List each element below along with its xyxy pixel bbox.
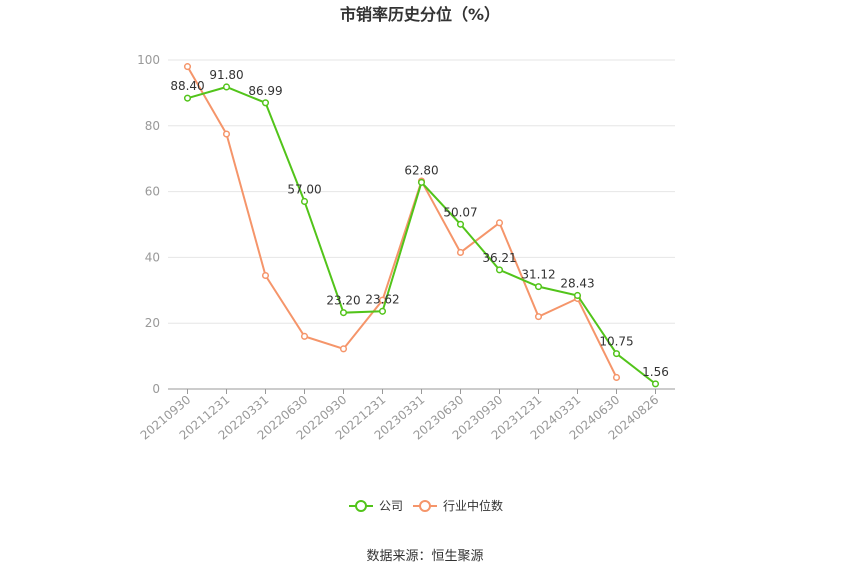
legend-marker-industry xyxy=(419,500,431,512)
data-label: 36.21 xyxy=(482,251,516,265)
data-point-company[interactable] xyxy=(300,197,309,206)
data-point-company[interactable] xyxy=(612,350,621,358)
series-group xyxy=(183,63,660,388)
y-tick-label: 40 xyxy=(145,250,160,264)
data-point-industry[interactable] xyxy=(339,345,348,353)
data-labels: 88.40 91.80 86.99 57.00 23.20 23.62 62.80 50.07… xyxy=(170,68,669,379)
legend-marker-company xyxy=(355,500,367,512)
data-point-industry[interactable] xyxy=(612,373,621,382)
legend-label-company: 公司 xyxy=(379,499,403,513)
data-label: 10.75 xyxy=(599,335,633,349)
data-point-company[interactable] xyxy=(456,220,465,228)
data-point-company[interactable] xyxy=(417,178,426,186)
y-axis: 0 20 40 60 80 100 xyxy=(137,53,160,396)
y-tick-label: 100 xyxy=(137,53,160,67)
y-tick-label: 60 xyxy=(145,185,160,199)
y-tick-label: 20 xyxy=(145,316,160,330)
data-label: 23.62 xyxy=(365,292,399,306)
source-note: 数据来源：恒生聚源 xyxy=(366,549,483,564)
data-label: 91.80 xyxy=(209,68,243,82)
legend: 公司 行业中位数 xyxy=(349,498,503,513)
data-point-industry[interactable] xyxy=(456,248,465,257)
data-point-company[interactable] xyxy=(222,83,231,91)
data-label: 86.99 xyxy=(248,84,282,98)
data-point-industry[interactable] xyxy=(222,130,231,138)
chart-title: 市销率历史分位（%） xyxy=(340,5,500,24)
data-point-industry[interactable] xyxy=(300,332,309,340)
data-label: 50.07 xyxy=(443,205,477,219)
data-label: 57.00 xyxy=(287,182,321,196)
data-label: 31.12 xyxy=(521,268,555,282)
legend-label-industry: 行业中位数 xyxy=(443,498,503,513)
data-point-company[interactable] xyxy=(339,309,348,317)
data-label: 62.80 xyxy=(404,163,438,177)
x-axis: 2021093020211231202203312022063020220930… xyxy=(138,389,661,443)
data-point-company[interactable] xyxy=(378,307,387,315)
data-point-company[interactable] xyxy=(261,99,270,107)
series-line-industry xyxy=(186,66,618,378)
data-point-industry[interactable] xyxy=(495,219,504,227)
data-point-industry[interactable] xyxy=(183,63,192,71)
legend-item-company[interactable]: 公司 xyxy=(349,499,403,513)
data-point-company[interactable] xyxy=(573,291,582,300)
data-label: 23.20 xyxy=(326,294,360,308)
data-label: 88.40 xyxy=(170,79,204,93)
data-point-industry[interactable] xyxy=(534,313,543,321)
legend-item-industry[interactable]: 行业中位数 xyxy=(413,498,503,513)
y-tick-label: 80 xyxy=(145,119,160,133)
grid xyxy=(168,59,675,390)
data-label: 1.56 xyxy=(642,365,669,379)
series-line-company xyxy=(187,85,657,385)
data-point-industry[interactable] xyxy=(261,271,270,280)
y-tick-label: 0 xyxy=(152,382,160,396)
data-label: 28.43 xyxy=(560,276,594,290)
data-point-company[interactable] xyxy=(651,380,660,388)
data-point-company[interactable] xyxy=(495,266,504,274)
data-point-company[interactable] xyxy=(534,283,543,291)
data-point-company[interactable] xyxy=(183,94,192,102)
